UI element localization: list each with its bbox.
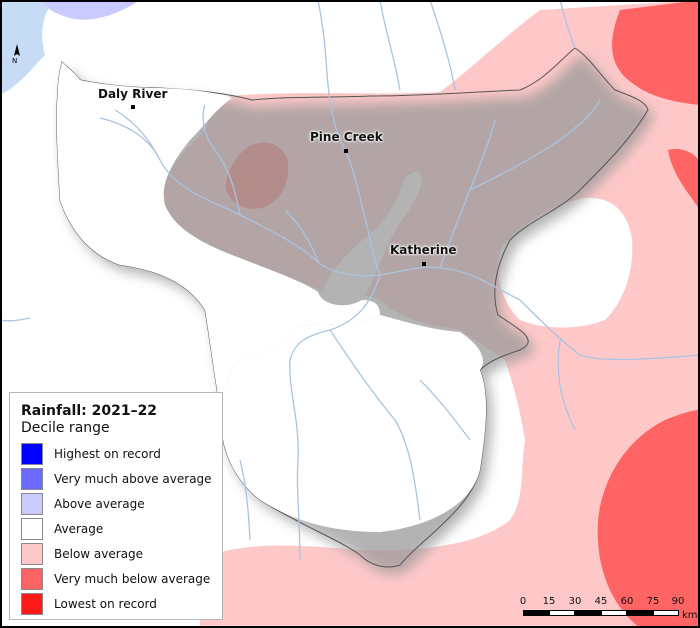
legend-title: Rainfall: 2021–22 bbox=[21, 403, 158, 419]
very-much-below-southeast bbox=[597, 410, 699, 627]
town-marker-daly-river bbox=[131, 105, 135, 109]
catchment-average-south bbox=[221, 315, 487, 532]
legend-item-label: Very much below average bbox=[54, 571, 211, 586]
legend-item: Very much above average bbox=[21, 466, 222, 491]
sea-northwest bbox=[1, 1, 55, 95]
legend-swatch bbox=[21, 592, 43, 615]
legend: Rainfall: 2021–22 Decile range Highest o… bbox=[9, 392, 223, 620]
scale-tick: 90 bbox=[671, 596, 685, 607]
north-arrow: N bbox=[6, 42, 28, 66]
scale-tick: 15 bbox=[542, 596, 556, 607]
legend-item: Above average bbox=[21, 491, 222, 516]
north-arrow-icon: N bbox=[12, 44, 20, 65]
scale-segment bbox=[653, 610, 679, 616]
legend-item: Lowest on record bbox=[21, 591, 222, 616]
very-much-below-east bbox=[668, 149, 699, 209]
legend-item-label: Below average bbox=[54, 546, 144, 561]
place-label-daly-river: Daly River bbox=[98, 87, 168, 101]
catchment-boundary bbox=[56, 47, 649, 568]
legend-item-label: Highest on record bbox=[54, 446, 161, 461]
legend-swatch bbox=[21, 567, 43, 590]
scale-segment bbox=[575, 610, 601, 616]
legend-item-label: Lowest on record bbox=[54, 596, 157, 611]
scale-tick: 75 bbox=[646, 596, 660, 607]
place-label-pine-creek: Pine Creek bbox=[310, 130, 383, 144]
scale-segment bbox=[601, 610, 627, 616]
legend-swatch bbox=[21, 442, 43, 465]
scale-tick: 30 bbox=[568, 596, 582, 607]
scale-bar: 0 15 30 45 60 75 90 km bbox=[513, 596, 698, 622]
legend-swatch bbox=[21, 517, 43, 540]
town-marker-pine-creek bbox=[344, 149, 348, 153]
very-much-below-northeast bbox=[612, 1, 699, 105]
legend-item-label: Very much above average bbox=[54, 471, 212, 486]
catchment-average-west bbox=[56, 62, 380, 420]
north-label: N bbox=[12, 57, 17, 65]
scale-tick: 0 bbox=[519, 596, 527, 607]
legend-item: Below average bbox=[21, 541, 222, 566]
legend-subtitle: Decile range bbox=[21, 420, 110, 436]
legend-swatch bbox=[21, 542, 43, 565]
legend-swatch bbox=[21, 467, 43, 490]
sea-top bbox=[40, 1, 139, 20]
scale-segment bbox=[627, 610, 653, 616]
town-marker-katherine bbox=[422, 262, 426, 266]
legend-item-label: Above average bbox=[54, 496, 145, 511]
scale-tick: 60 bbox=[620, 596, 634, 607]
legend-items: Highest on record Very much above averag… bbox=[21, 441, 222, 616]
scale-tick: 45 bbox=[594, 596, 608, 607]
scale-segment bbox=[549, 610, 575, 616]
legend-item-label: Average bbox=[54, 521, 104, 536]
legend-item: Highest on record bbox=[21, 441, 222, 466]
place-label-katherine: Katherine bbox=[390, 243, 457, 257]
legend-swatch bbox=[21, 492, 43, 515]
legend-item: Average bbox=[21, 516, 222, 541]
legend-item: Very much below average bbox=[21, 566, 222, 591]
scale-segment bbox=[523, 610, 549, 616]
scale-unit: km bbox=[682, 610, 698, 621]
